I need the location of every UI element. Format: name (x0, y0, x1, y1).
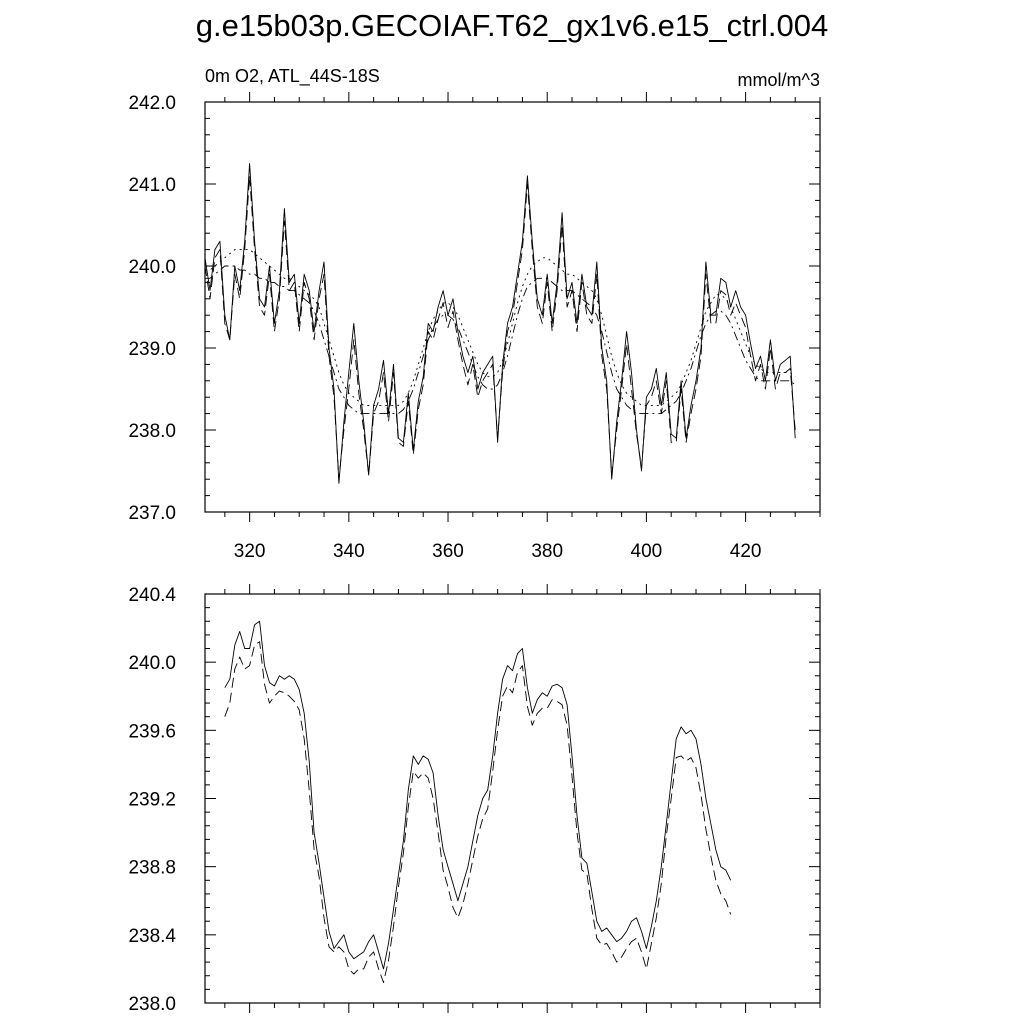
y-tick-label: 240.0 (128, 653, 176, 674)
series-line-solid (224, 620, 732, 970)
y-tick-label: 237.0 (128, 503, 176, 524)
y-tick-label: 242.0 (128, 93, 176, 114)
plot-frame (204, 593, 821, 1004)
subtitle-variable: 0m O2, ATL_44S-18S (205, 66, 380, 86)
x-tick-label: 420 (730, 541, 762, 562)
y-tick-label: 238.4 (128, 926, 176, 947)
y-tick-label: 239.0 (128, 339, 176, 360)
y-tick-label: 238.0 (128, 421, 176, 442)
y-tick-label: 239.6 (128, 721, 176, 742)
bottom-panel: 238.0 238.4 238.8 239.2 239.6 240.0 240.4 (128, 584, 821, 1015)
y-tick-label: 239.2 (128, 790, 176, 811)
y-tick-label: 240.4 (128, 585, 176, 606)
series-line-solid (204, 163, 796, 484)
x-tick-label: 380 (531, 541, 563, 562)
y-tick-label: 241.0 (128, 175, 176, 196)
y-tick-label: 238.8 (128, 858, 176, 879)
series-line-dash-dot (205, 265, 796, 415)
y-tick-label: 240.0 (128, 257, 176, 278)
y-tick-label: 238.0 (128, 994, 176, 1015)
series-line-dashed (224, 641, 732, 983)
x-tick-label: 360 (432, 541, 464, 562)
series-line-dotted (205, 249, 796, 406)
subtitle-units: mmol/m^3 (737, 70, 820, 90)
x-tick-label: 340 (333, 541, 365, 562)
x-tick-label: 320 (234, 541, 266, 562)
chart-title: g.e15b03p.GECOIAF.T62_gx1v6.e15_ctrl.004 (195, 8, 829, 43)
x-tick-label: 400 (631, 541, 663, 562)
plot-frame (204, 101, 821, 513)
series-line-dashed (204, 175, 796, 480)
top-panel: 320 340 360 380 400 420 237.0 238.0 239.0 240.0 24… (128, 92, 821, 562)
